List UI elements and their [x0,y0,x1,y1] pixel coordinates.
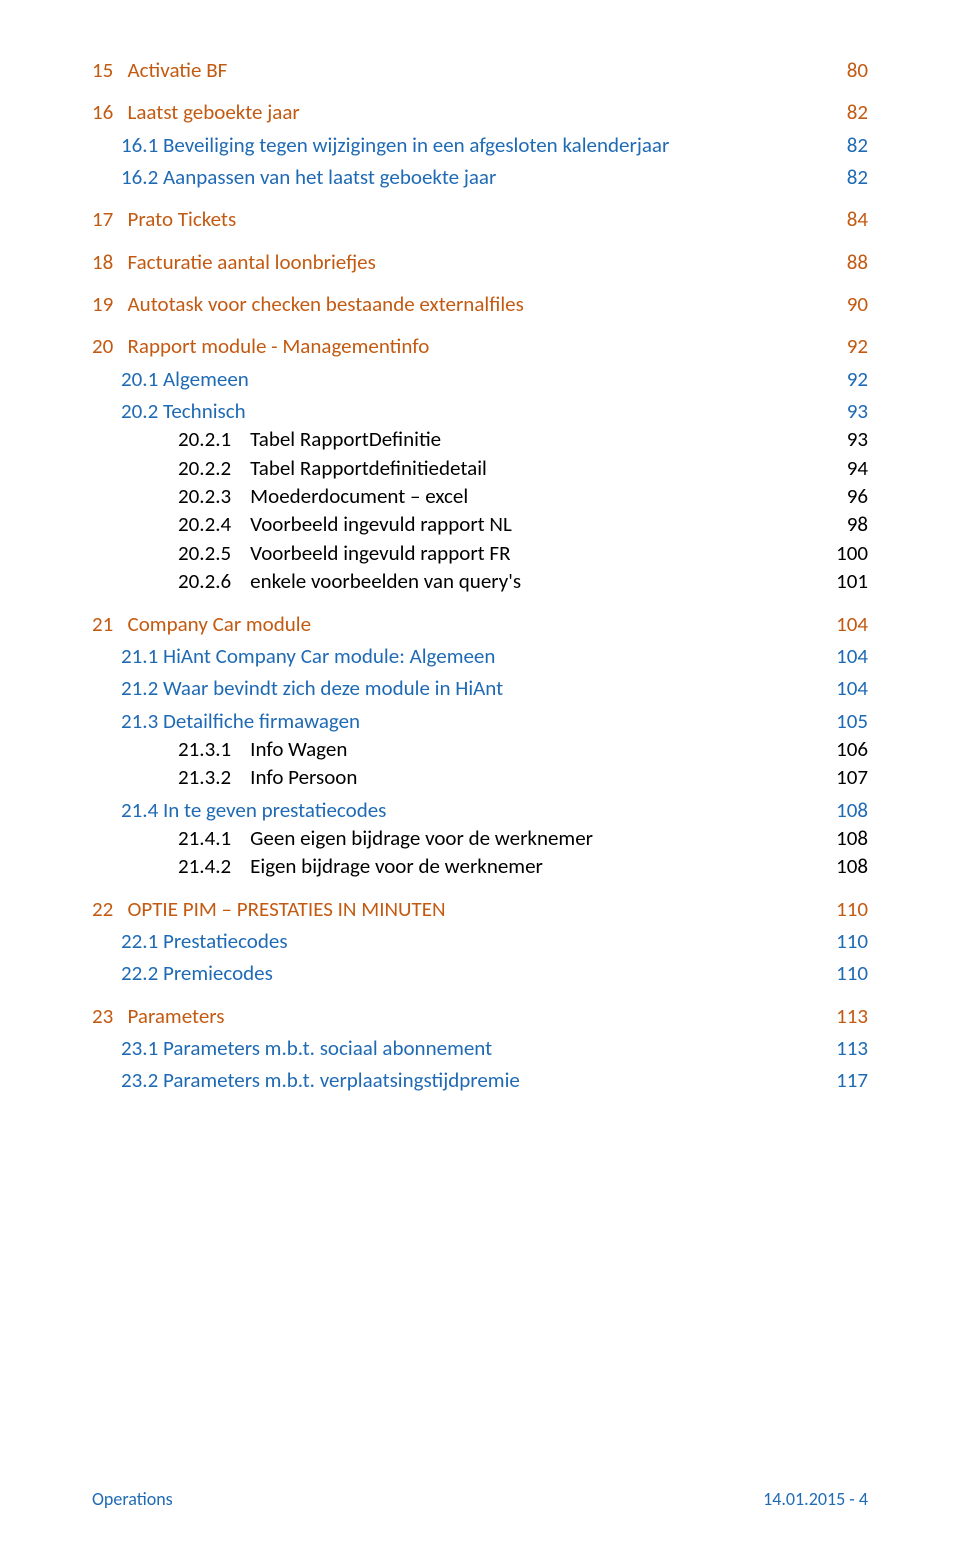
toc-entry-label: 16.1 Beveiliging tegen wijzigingen in ee… [121,131,669,159]
toc-entry-page: 110 [836,895,868,923]
toc-entry[interactable]: 21.3 Detailfiche firmawagen 105 [92,707,868,735]
toc-entry[interactable]: 20.2.4 Voorbeeld ingevuld rapport NL 98 [92,510,868,538]
footer-left: Operations [92,1488,173,1510]
toc-entry-label: 22.2 Premiecodes [121,959,273,987]
toc-entry-label: 20.2 Technisch [121,397,246,425]
toc-entry-page: 80 [847,56,868,84]
toc-entry-label: 17 Prato Tickets [92,205,236,233]
toc-entry-label: 21 Company Car module [92,610,311,638]
toc-entry[interactable]: 16.1 Beveiliging tegen wijzigingen in ee… [92,131,868,159]
toc-entry-page: 92 [847,332,868,360]
toc-entry-page: 93 [847,425,868,453]
toc-entry-page: 104 [836,610,868,638]
toc-entry-page: 104 [836,642,868,670]
toc-entry-label: 20.2.2 Tabel Rapportdefinitiedetail [178,454,487,482]
toc-entry[interactable]: 21.3.1 Info Wagen 106 [92,735,868,763]
toc-entry[interactable]: 21.3.2 Info Persoon 107 [92,763,868,791]
toc-entry-page: 84 [847,205,868,233]
toc-entry-page: 117 [836,1066,868,1094]
toc-entry-page: 96 [847,482,868,510]
toc-entry-page: 108 [836,824,868,852]
toc-entry-label: 21.3.2 Info Persoon [178,763,357,791]
toc-entry[interactable]: 23 Parameters 113 [92,1002,868,1030]
toc-entry[interactable]: 18 Facturatie aantal loonbriefjes 88 [92,248,868,276]
toc-entry[interactable]: 20.2.3 Moederdocument – excel 96 [92,482,868,510]
toc-entry[interactable]: 21.4 In te geven prestatiecodes 108 [92,796,868,824]
toc-entry-label: 21.1 HiAnt Company Car module: Algemeen [121,642,495,670]
toc-entry-label: 23.1 Parameters m.b.t. sociaal abonnemen… [121,1034,492,1062]
toc-entry-page: 93 [847,397,868,425]
toc-entry-page: 110 [836,959,868,987]
toc-entry[interactable]: 22.2 Premiecodes 110 [92,959,868,987]
toc-entry-page: 98 [847,510,868,538]
toc-entry[interactable]: 20 Rapport module - Managementinfo 92 [92,332,868,360]
toc-entry[interactable]: 20.2.5 Voorbeeld ingevuld rapport FR 100 [92,539,868,567]
toc-entry-label: 21.3.1 Info Wagen [178,735,347,763]
toc-entry-page: 82 [847,98,868,126]
toc-entry-label: 21.2 Waar bevindt zich deze module in Hi… [121,674,503,702]
toc-entry[interactable]: 17 Prato Tickets 84 [92,205,868,233]
toc-entry-page: 88 [847,248,868,276]
toc-entry-label: 21.3 Detailfiche firmawagen [121,707,360,735]
toc-entry[interactable]: 20.2.2 Tabel Rapportdefinitiedetail 94 [92,454,868,482]
toc-entry[interactable]: 21.4.2 Eigen bijdrage voor de werknemer 1… [92,852,868,880]
toc-entry[interactable]: 20.1 Algemeen 92 [92,365,868,393]
toc-entry[interactable]: 20.2.1 Tabel RapportDefinitie 93 [92,425,868,453]
table-of-contents: 15 Activatie BF 80 16 Laatst geboekte jaar… [92,56,868,1095]
toc-entry-label: 23.2 Parameters m.b.t. verplaatsingstijd… [121,1066,520,1094]
toc-entry-page: 108 [836,796,868,824]
toc-entry-page: 82 [847,131,868,159]
toc-entry-page: 113 [836,1034,868,1062]
toc-entry-page: 101 [836,567,868,595]
toc-entry[interactable]: 16.2 Aanpassen van het laatst geboekte j… [92,163,868,191]
toc-entry-label: 20.2.1 Tabel RapportDefinitie [178,425,441,453]
toc-entry[interactable]: 23.2 Parameters m.b.t. verplaatsingstijd… [92,1066,868,1094]
toc-entry-page: 92 [847,365,868,393]
toc-entry-label: 21.4.2 Eigen bijdrage voor de werknemer [178,852,543,880]
toc-entry-label: 21.4.1 Geen eigen bijdrage voor de werkn… [178,824,593,852]
toc-entry-label: 16.2 Aanpassen van het laatst geboekte j… [121,163,496,191]
toc-entry-label: 20.2.3 Moederdocument – excel [178,482,468,510]
document-page: 15 Activatie BF 80 16 Laatst geboekte jaar… [0,0,960,1552]
toc-entry-page: 100 [836,539,868,567]
toc-entry-page: 107 [836,763,868,791]
toc-entry[interactable]: 15 Activatie BF 80 [92,56,868,84]
toc-entry[interactable]: 19 Autotask voor checken bestaande exter… [92,290,868,318]
toc-entry[interactable]: 16 Laatst geboekte jaar 82 [92,98,868,126]
toc-entry[interactable]: 22 OPTIE PIM – PRESTATIES IN MINUTEN 110 [92,895,868,923]
toc-entry-label: 18 Facturatie aantal loonbriefjes [92,248,376,276]
toc-entry-page: 113 [836,1002,868,1030]
toc-entry[interactable]: 21.4.1 Geen eigen bijdrage voor de werkn… [92,824,868,852]
toc-entry-label: 20 Rapport module - Managementinfo [92,332,429,360]
toc-entry-page: 82 [847,163,868,191]
toc-entry[interactable]: 21.1 HiAnt Company Car module: Algemeen 1… [92,642,868,670]
page-footer: Operations 14.01.2015 - 4 [92,1488,868,1510]
toc-entry[interactable]: 20.2 Technisch 93 [92,397,868,425]
toc-entry-page: 106 [836,735,868,763]
toc-entry-page: 104 [836,674,868,702]
toc-entry-label: 20.1 Algemeen [121,365,249,393]
toc-entry-label: 20.2.6 enkele voorbeelden van query's [178,567,521,595]
footer-right: 14.01.2015 - 4 [763,1488,868,1510]
toc-entry-label: 20.2.4 Voorbeeld ingevuld rapport NL [178,510,512,538]
toc-entry[interactable]: 21 Company Car module 104 [92,610,868,638]
toc-entry-label: 22.1 Prestatiecodes [121,927,288,955]
toc-entry[interactable]: 20.2.6 enkele voorbeelden van query's 101 [92,567,868,595]
toc-entry-label: 21.4 In te geven prestatiecodes [121,796,386,824]
toc-entry-label: 15 Activatie BF [92,56,227,84]
toc-entry[interactable]: 23.1 Parameters m.b.t. sociaal abonnemen… [92,1034,868,1062]
toc-entry[interactable]: 22.1 Prestatiecodes 110 [92,927,868,955]
toc-entry-label: 23 Parameters [92,1002,224,1030]
toc-entry-page: 90 [847,290,868,318]
toc-entry[interactable]: 21.2 Waar bevindt zich deze module in Hi… [92,674,868,702]
toc-entry-page: 110 [836,927,868,955]
toc-entry-page: 94 [847,454,868,482]
toc-entry-label: 20.2.5 Voorbeeld ingevuld rapport FR [178,539,510,567]
toc-entry-page: 105 [836,707,868,735]
toc-entry-label: 16 Laatst geboekte jaar [92,98,300,126]
toc-entry-label: 22 OPTIE PIM – PRESTATIES IN MINUTEN [92,895,446,923]
toc-entry-label: 19 Autotask voor checken bestaande exter… [92,290,524,318]
toc-entry-page: 108 [836,852,868,880]
